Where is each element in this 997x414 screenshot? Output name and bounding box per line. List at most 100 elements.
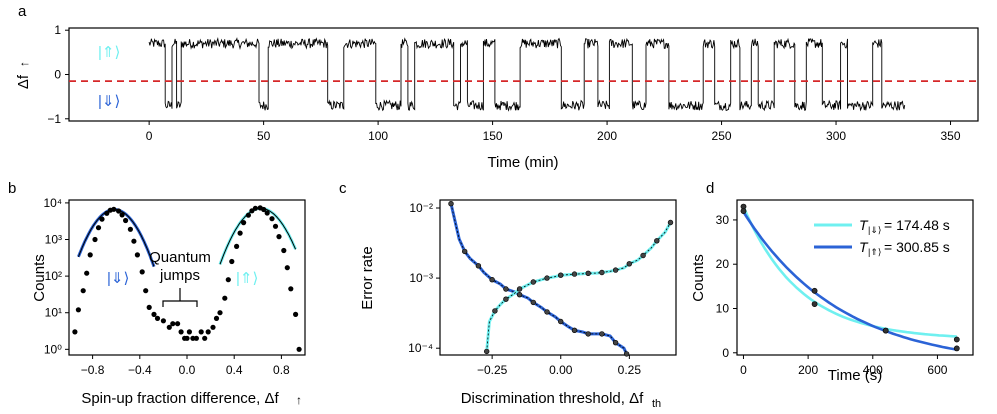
- panel-b-point: [205, 329, 211, 335]
- panel-b-point: [241, 220, 247, 226]
- panel-c-point-down: [571, 327, 578, 333]
- panel-a-xtick-label: 0: [146, 129, 153, 143]
- panel-c-y-label: Error rate: [359, 246, 376, 309]
- panel-a-xtick-label: 150: [483, 129, 503, 143]
- panel-b-point: [72, 329, 78, 335]
- panel-b-point: [229, 258, 235, 265]
- panel-c-point-down: [623, 351, 630, 357]
- panel-a-x-label: Time (min): [487, 154, 558, 171]
- panel-a-xtick-label: 250: [712, 129, 732, 143]
- panel-b-point: [245, 212, 251, 218]
- panel-b-xtick-label: −0.8: [81, 363, 105, 377]
- panel-c-line-down: [449, 203, 628, 355]
- panel-b-xtick-label: 0.4: [226, 363, 243, 377]
- legend-down-T: T: [859, 217, 869, 233]
- panel-b-point: [87, 252, 93, 258]
- panel-b-state-down-label: |⇓⟩: [107, 270, 129, 287]
- panel-c-point-down: [516, 292, 523, 298]
- panel-c-x-label: Discrimination threshold, Δf th: [461, 390, 661, 410]
- panel-c-ticks: −0.25 0.00 0.25 10⁻⁴ 10⁻³ 10⁻²: [408, 201, 641, 377]
- panel-b-points: [72, 205, 302, 352]
- panel-a-ytick-label: −1: [47, 112, 61, 126]
- panel-d-xtick-label: 400: [863, 363, 883, 377]
- panel-d-ytick-label: 30: [716, 213, 730, 227]
- panel-c-points: [448, 201, 674, 357]
- panel-b-point: [160, 318, 166, 324]
- panel-b-ytick-label: 10¹: [45, 306, 62, 320]
- panel-b-point: [281, 247, 287, 254]
- panel-c-x-label-sub: th: [652, 398, 661, 410]
- panel-b-point: [269, 216, 275, 222]
- panel-c-point-down: [530, 299, 536, 306]
- panel-b-point: [154, 315, 161, 321]
- panel-letter-d: d: [706, 180, 714, 197]
- panel-b-annotation-line2: jumps: [159, 267, 200, 284]
- panel-b-annotation-line1: Quantum: [149, 249, 211, 266]
- panel-b-point: [237, 230, 243, 236]
- panel-b-x-label-main: Spin-up fraction difference, Δf: [81, 390, 279, 407]
- panel-c-point-up: [544, 275, 550, 281]
- panel-d-fit-1: [742, 211, 958, 351]
- panel-d-xtick-label: 0: [740, 363, 747, 377]
- panel-d-point-1: [882, 327, 889, 334]
- panel-b-point: [272, 223, 279, 229]
- panel-b-point: [127, 226, 133, 232]
- panel-c-point-up: [492, 308, 498, 314]
- panel-c-point-up: [571, 271, 578, 277]
- panel-c-x-label-main: Discrimination threshold, Δf: [461, 390, 644, 407]
- panel-b-point: [95, 225, 102, 231]
- legend-down-value: = 174.48 s: [884, 217, 950, 233]
- panel-c-xtick-label: −0.25: [477, 363, 508, 377]
- panel-c-point-down: [448, 201, 454, 207]
- panel-c-point-up: [654, 238, 660, 244]
- panel-a-ytick-label: 0: [54, 68, 61, 82]
- panel-b-point: [123, 217, 129, 224]
- panel-b-point: [84, 270, 90, 276]
- panel-c-frame: [439, 199, 677, 356]
- panel-b-point: [111, 206, 117, 212]
- panel-c-point-up: [557, 272, 564, 278]
- panel-a-xtick-label: 200: [597, 129, 617, 143]
- panel-b-point: [293, 311, 299, 317]
- panel-b-point: [175, 321, 181, 327]
- panel-c-point-down: [462, 248, 468, 255]
- panel-b-xtick-label: 0.8: [273, 363, 290, 377]
- panel-c-point-up: [585, 270, 591, 276]
- panel-b-xtick-label: −0.4: [128, 363, 152, 377]
- panel-b-point: [252, 205, 258, 211]
- panel-c-point-down: [544, 309, 550, 315]
- panel-c-fit-down: [450, 203, 627, 355]
- panel-d-xtick-label: 600: [927, 363, 947, 377]
- panel-b-x-label-arrow: ↑: [296, 393, 302, 407]
- panel-c-point-up: [484, 348, 490, 355]
- panel-b-point: [166, 324, 172, 330]
- panel-b-point: [151, 311, 157, 317]
- panel-c-point-down: [475, 263, 482, 269]
- panel-c-point-down: [599, 331, 605, 337]
- legend-down-sub: |⇓⟩: [868, 225, 881, 235]
- panel-d-points: [740, 203, 960, 352]
- panel-a-y-label-main: Δf: [15, 74, 32, 89]
- panel-b-point: [217, 310, 223, 316]
- panel-c-lines: [449, 203, 672, 355]
- panel-a-time-trace: 0 50 100 150 200 250 300 350 −1 0 1 |⇑⟩ |⇓⟩ Time (…: [15, 23, 979, 171]
- panel-c-point-up: [530, 279, 536, 285]
- panel-b-xtick-label: 0.0: [179, 363, 196, 377]
- panel-d-xtick-label: 200: [798, 363, 818, 377]
- panel-c-xtick-label: 0.00: [549, 363, 573, 377]
- panel-b-point: [284, 265, 290, 271]
- panel-b-point: [92, 236, 98, 243]
- panel-c-point-down: [489, 277, 495, 283]
- panel-c-error-rate: −0.25 0.00 0.25 10⁻⁴ 10⁻³ 10⁻² Error rate Dis…: [359, 199, 677, 410]
- legend-up-T: T: [859, 239, 869, 255]
- panel-c-xtick-label: 0.25: [618, 363, 642, 377]
- panel-c-point-up: [640, 252, 646, 259]
- panel-b-point: [234, 243, 240, 249]
- panel-b-x-label: Spin-up fraction difference, Δf ↑: [81, 390, 302, 407]
- panel-b-point: [99, 216, 105, 222]
- legend-up-value: = 300.85 s: [884, 239, 950, 255]
- panel-b-point: [288, 286, 294, 292]
- panel-b-point: [134, 252, 140, 258]
- panel-b-bracket: [162, 288, 198, 307]
